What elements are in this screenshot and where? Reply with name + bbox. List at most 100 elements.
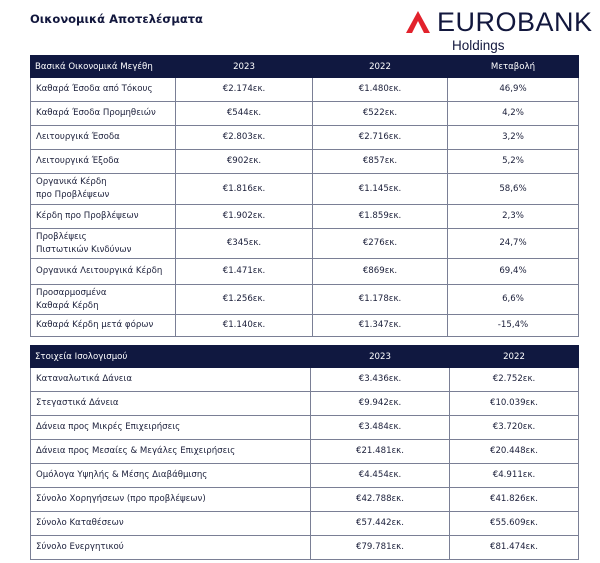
table-row: Λειτουργικά Έξοδα €902εκ. €857εκ. 5,2% [30,149,579,174]
eurobank-logo-icon [406,11,430,33]
table-row: Λειτουργικά Έσοδα €2.803εκ. €2.716εκ. 3,2% [30,125,579,150]
row-label: Δάνεια προς Μικρές Επιχειρήσεις [30,415,311,440]
cell-y2023: €9.942εκ. [310,391,450,416]
cell-change: 58,6% [447,173,579,205]
row-label-line: Κέρδη προ Προβλέψεων [36,211,139,221]
cell-change: 46,9% [447,77,579,102]
cell-y2023: €2.174εκ. [175,77,313,102]
cell-y2023: €3.484εκ. [310,415,450,440]
cell-change: 4,2% [447,101,579,126]
row-label: Σύνολο Καταθέσεων [30,511,311,536]
row-label: Καθαρά Κέρδη μετά φόρων [30,314,176,337]
table-row: Κέρδη προ Προβλέψεων €1.902εκ. €1.859εκ. 2,… [30,204,579,229]
row-label: Στεγαστικά Δάνεια [30,391,311,416]
table-row: Καθαρά Κέρδη μετά φόρων €1.140εκ. €1.347εκ… [30,314,579,337]
cell-y2022: €1.347εκ. [312,314,448,337]
page-title: Οικονομικά Αποτελέσματα [30,12,203,26]
cell-y2022: €2.752εκ. [449,367,579,392]
row-label-line: Προβλέψεις [36,231,87,242]
row-label-line: Καθαρά Έσοδα από Τόκους [36,84,153,94]
cell-y2022: €4.911εκ. [449,463,579,488]
cell-y2023: €1.902εκ. [175,204,313,229]
logo-brand: EUROBANK [437,6,593,37]
cell-y2023: €544εκ. [175,101,313,126]
cell-y2023: €2.803εκ. [175,125,313,150]
row-label: Καθαρά Έσοδα Προμηθειών [30,101,176,126]
cell-y2022: €1.859εκ. [312,204,448,229]
cell-y2022: €81.474εκ. [449,535,579,560]
cell-y2022: €1.480εκ. [312,77,448,102]
table-row: Οργανικά Κέρδη προ Προβλέψεων €1.816εκ. €1.… [30,173,579,205]
table-row: Καταναλωτικά Δάνεια €3.436εκ. €2.752εκ. [30,367,579,392]
column-header: Βασικά Οικονομικά Μεγέθη [30,55,176,78]
cell-change: 6,6% [447,284,579,315]
cell-y2023: €4.454εκ. [310,463,450,488]
row-label: Λειτουργικά Έξοδα [30,149,176,174]
column-header: 2023 [175,55,313,78]
cell-y2022: €1.178εκ. [312,284,448,315]
row-label-line: προ Προβλέψεων [36,190,110,200]
financials-header-row: Βασικά Οικονομικά Μεγέθη 2023 2022 Μεταβ… [30,55,579,78]
table-row: Δάνεια προς Μικρές Επιχειρήσεις €3.484εκ.… [30,415,579,440]
cell-y2022: €55.609εκ. [449,511,579,536]
column-header: Στοιχεία Ισολογισμού [30,345,311,368]
eurobank-logo: EUROBANK [405,6,593,37]
row-label-line: Οργανικά Λειτουργικά Κέρδη [36,266,163,276]
row-label-line: Προσαρμοσμένα [36,287,107,298]
cell-change: 2,3% [447,204,579,229]
row-label: Ομόλογα Υψηλής & Μέσης Διαβάθμισης [30,463,311,488]
row-label-line: Καθαρά Κέρδη μετά φόρων [36,320,154,330]
row-label: Καταναλωτικά Δάνεια [30,367,311,392]
row-label: Οργανικά Λειτουργικά Κέρδη [30,258,176,285]
cell-y2022: €869εκ. [312,258,448,285]
table-row: Σύνολο Ενεργητικού €79.781εκ. €81.474εκ. [30,535,579,560]
cell-y2023: €345εκ. [175,228,313,259]
cell-change: 5,2% [447,149,579,174]
row-label-line: Καθαρά Κέρδη [36,300,99,311]
row-label: Οργανικά Κέρδη προ Προβλέψεων [30,173,176,205]
row-label: Καθαρά Έσοδα από Τόκους [30,77,176,102]
cell-change: 3,2% [447,125,579,150]
table-row: Στεγαστικά Δάνεια €9.942εκ. €10.039εκ. [30,391,579,416]
cell-y2023: €21.481εκ. [310,439,450,464]
table-row: Καθαρά Έσοδα Προμηθειών €544εκ. €522εκ. 4,2… [30,101,579,126]
table-row: Καθαρά Έσοδα από Τόκους €2.174εκ. €1.480εκ… [30,77,579,102]
row-label: Προβλέψεις Πιστωτικών Κινδύνων [30,228,176,259]
cell-y2022: €3.720εκ. [449,415,579,440]
financials-table: Βασικά Οικονομικά Μεγέθη 2023 2022 Μεταβ… [30,55,579,337]
row-label-line: Λειτουργικά Έσοδα [36,132,120,142]
row-label-line: Οργανικά Κέρδη [36,177,107,187]
column-header: 2022 [449,345,579,368]
row-label: Σύνολο Ενεργητικού [30,535,311,560]
table-row: Οργανικά Λειτουργικά Κέρδη €1.471εκ. €869ε… [30,258,579,285]
table-row: Προβλέψεις Πιστωτικών Κινδύνων €345εκ. €276… [30,228,579,259]
cell-change: -15,4% [447,314,579,337]
cell-y2023: €42.788εκ. [310,487,450,512]
column-header: 2022 [312,55,448,78]
cell-y2023: €902εκ. [175,149,313,174]
table-row: Σύνολο Χορηγήσεων (προ προβλέψεων) €42.78… [30,487,579,512]
row-label-line: Πιστωτικών Κινδύνων [36,244,132,255]
table-row: Ομόλογα Υψηλής & Μέσης Διαβάθμισης €4.454… [30,463,579,488]
balance-sheet-table: Στοιχεία Ισολογισμού 2023 2022 Καταναλωτ… [30,345,579,560]
cell-y2022: €2.716εκ. [312,125,448,150]
cell-y2022: €10.039εκ. [449,391,579,416]
row-label: Λειτουργικά Έσοδα [30,125,176,150]
cell-y2023: €1.471εκ. [175,258,313,285]
table-row: Προσαρμοσμένα Καθαρά Κέρδη €1.256εκ. €1.178… [30,284,579,315]
cell-y2022: €522εκ. [312,101,448,126]
row-label: Σύνολο Χορηγήσεων (προ προβλέψεων) [30,487,311,512]
cell-y2022: €41.826εκ. [449,487,579,512]
cell-y2023: €79.781εκ. [310,535,450,560]
cell-y2022: €857εκ. [312,149,448,174]
row-label-line: Καθαρά Έσοδα Προμηθειών [36,108,156,118]
cell-y2023: €1.140εκ. [175,314,313,337]
cell-y2023: €57.442εκ. [310,511,450,536]
row-label: Προσαρμοσμένα Καθαρά Κέρδη [30,284,176,315]
cell-y2023: €1.256εκ. [175,284,313,315]
cell-change: 69,4% [447,258,579,285]
row-label: Κέρδη προ Προβλέψεων [30,204,176,229]
cell-y2022: €1.145εκ. [312,173,448,205]
logo-subtitle: Holdings [452,38,505,53]
